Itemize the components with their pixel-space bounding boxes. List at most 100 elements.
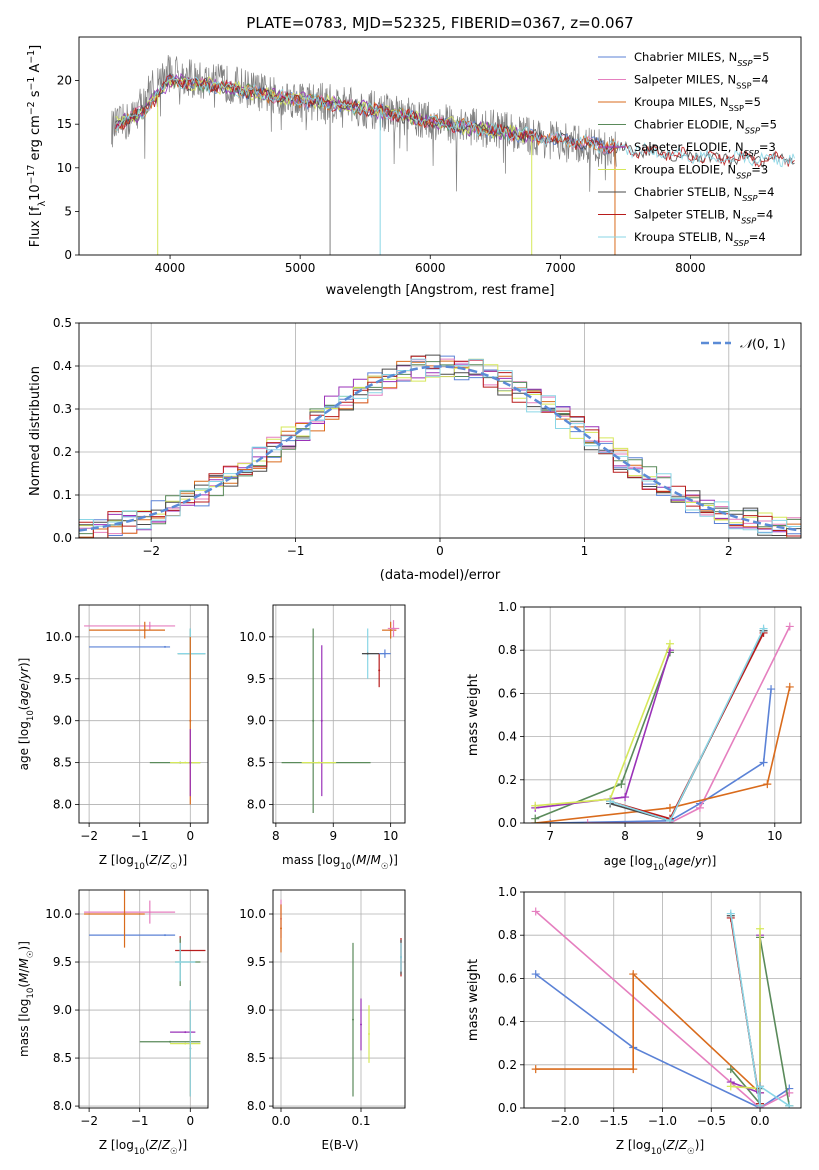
x-tick-label: 0 [186, 1114, 194, 1128]
y-tick-label: 9.5 [247, 955, 266, 969]
weight-marker [763, 780, 772, 789]
age-vs-Z-marks [84, 621, 206, 805]
x-tick-label: −1 [131, 1114, 149, 1128]
y-tick-label: 0.3 [53, 402, 72, 416]
legend-entry: Chabrier MILES, NSSP=5 [634, 50, 769, 68]
x-tick-label: −1.5 [599, 1114, 628, 1128]
y-tick-label: 9.5 [247, 672, 266, 686]
errorbar-point [360, 1023, 362, 1026]
weight-age-y-label: mass weight [466, 674, 481, 756]
weight-marker [606, 797, 615, 806]
weight-marker [617, 780, 626, 789]
errorbar-point [378, 669, 381, 672]
errorbar-point [189, 761, 192, 764]
weight-marker [785, 622, 794, 631]
weight-marker [756, 1082, 765, 1091]
y-tick-label: 8.5 [53, 756, 72, 770]
age-Z-x-label: Z [log10(Z/Z☉)] [99, 853, 187, 872]
y-tick-label: 8.5 [247, 1051, 266, 1065]
y-tick-label: 0.6 [498, 971, 517, 985]
mass-Z-x-label: Z [log10(Z/Z☉)] [99, 1138, 187, 1157]
weight-Z-x-label: Z [log10(Z/Z☉)] [616, 1138, 704, 1157]
weight-Z-y-label: mass weight [466, 959, 481, 1041]
y-tick-label: 8.5 [247, 756, 266, 770]
mass-vs-Z-frame [78, 889, 209, 1109]
y-tick-label: 0.2 [498, 773, 517, 787]
mass-vs-Z-marks [84, 890, 206, 1097]
legend-entry: Kroupa MILES, NSSP=5 [634, 95, 761, 113]
errorbar-point [143, 629, 146, 632]
weight-marker [546, 819, 555, 823]
y-tick-label: 8.0 [53, 1099, 72, 1113]
y-tick-label: 8.5 [53, 1051, 72, 1065]
y-tick-label: 0.4 [53, 359, 72, 373]
y-tick-label: 0.4 [498, 1015, 517, 1029]
figure-title: PLATE=0783, MJD=52325, FIBERID=0367, z=0… [246, 14, 633, 32]
x-tick-label: −0.5 [697, 1114, 726, 1128]
residual-hist-8 [79, 358, 801, 534]
x-tick-label: 0 [186, 829, 194, 843]
legend-entry: Kroupa ELODIE, NSSP=3 [634, 163, 768, 181]
weight-marker [629, 970, 638, 979]
y-tick-label: 9.0 [247, 1003, 266, 1017]
y-tick-label: 0.1 [53, 488, 72, 502]
weight-marker [665, 816, 674, 823]
weight-marker [531, 907, 540, 916]
errorbar-point [368, 1033, 370, 1036]
x-tick-label: 9 [329, 829, 337, 843]
weight-marker [531, 1065, 540, 1074]
x-tick-label: 4000 [155, 261, 186, 275]
weight-marker [621, 793, 630, 802]
spectrum-marks [111, 55, 795, 255]
y-tick-label: 9.0 [53, 714, 72, 728]
x-tick-label: 9 [696, 829, 704, 843]
age-vs-Z-frame [78, 604, 209, 824]
spectrum-x-label: wavelength [Angstrom, rest frame] [326, 283, 555, 298]
y-tick-label: 0 [64, 248, 72, 262]
errorbar-point [389, 629, 392, 632]
y-tick-label: 9.0 [53, 1003, 72, 1017]
mass-vs-EBV-marks [280, 899, 402, 1097]
x-tick-label: 0.0 [750, 1114, 769, 1128]
errorbar-point [148, 624, 151, 627]
weight-vs-age-marks [531, 622, 794, 823]
y-tick-label: 1.0 [498, 600, 517, 614]
weight-line-1 [535, 910, 790, 1108]
errorbar-point [366, 652, 369, 655]
weight-vs-Z-marks [531, 907, 794, 1108]
y-tick-label: 0.5 [53, 316, 72, 330]
x-tick-label: 1 [581, 544, 589, 558]
residual-hist-6 [79, 354, 801, 536]
legend-entry: Kroupa STELIB, NSSP=4 [634, 230, 766, 248]
weight-line-8 [730, 913, 790, 1107]
mass-vs-EBV-frame [272, 889, 406, 1109]
weight-marker [665, 639, 674, 648]
weight-marker [756, 1101, 765, 1108]
age-vs-Z-plot [75, 604, 209, 827]
x-tick-label: 10 [383, 829, 398, 843]
errorbar-point [184, 1031, 187, 1034]
errorbar-point [189, 1047, 192, 1050]
x-tick-label: 8000 [675, 261, 706, 275]
x-tick-label: −2 [80, 1114, 98, 1128]
model-line-7 [114, 74, 795, 168]
mass-vs-EBV-plot [269, 889, 406, 1112]
weight-marker [531, 801, 540, 810]
residuals-y-label: Normed distribution [28, 366, 43, 496]
x-tick-label: 7000 [545, 261, 576, 275]
errorbar-point [164, 934, 166, 937]
weight-vs-Z-frame [523, 891, 802, 1109]
x-tick-label: −1 [287, 544, 305, 558]
spectrum-frame [78, 36, 802, 256]
weight-line-0 [535, 973, 790, 1108]
weight-marker [726, 909, 735, 918]
residuals-plot [75, 322, 802, 542]
weight-age-x-label: age [log10(age/yr)] [604, 854, 717, 873]
age-vs-mass-plot [269, 604, 406, 827]
weight-vs-age-frame [523, 606, 802, 824]
weight-marker [785, 682, 794, 691]
gaussian-curve [79, 365, 801, 532]
mass-vs-Z-plot [75, 889, 209, 1112]
gaussian-legend-label: 𝒩(0, 1) [740, 336, 786, 351]
y-tick-label: 0.0 [498, 1101, 517, 1115]
